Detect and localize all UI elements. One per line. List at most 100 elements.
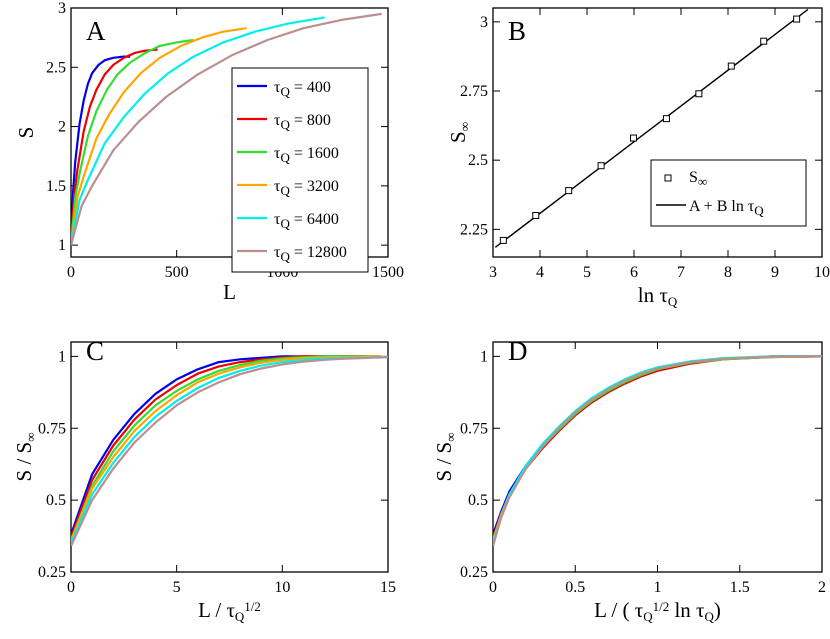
- legend-label-4-sub: Q: [280, 183, 290, 198]
- series-line-1: [71, 55, 131, 246]
- legend-label-6: τQ = 12800: [274, 244, 347, 264]
- series-group: [493, 355, 822, 547]
- x-tick-label: 5: [583, 264, 591, 281]
- legend-label-1-sub: Q: [280, 84, 290, 99]
- data-point: [499, 236, 507, 244]
- x-tick-label: 15: [380, 579, 396, 596]
- legend-label-6-n: τ: [274, 244, 281, 261]
- plot-frame: [70, 7, 389, 258]
- x-tick-label: 1500: [372, 264, 404, 281]
- x-axis-label-sup: 1/2: [244, 599, 261, 614]
- plot-frame: [492, 7, 823, 258]
- legend-label-6-sub: Q: [280, 249, 290, 264]
- series-line-6: [71, 356, 388, 547]
- panel-label: A: [86, 16, 106, 46]
- series-group: [71, 355, 388, 547]
- y-tick-label: 2.75: [460, 83, 488, 100]
- y-axis-label: S / S∞: [432, 433, 458, 482]
- legend: S∞ A + B ln τQ: [650, 159, 807, 227]
- series-line-5: [71, 355, 388, 544]
- series-line-4: [71, 355, 382, 541]
- legend-label-2-sub: Q: [280, 117, 290, 132]
- x-axis-label-n: L / ( τ: [594, 598, 643, 622]
- legend-label-1: τQ = 400: [274, 79, 331, 99]
- x-axis-label-sub: Q: [668, 294, 678, 309]
- data-point: [662, 115, 670, 123]
- series-line-6: [493, 355, 822, 547]
- y-axis-label-n: S: [14, 127, 38, 139]
- legend-label-3: τQ = 1600: [274, 145, 339, 165]
- x-axis-label-n: L / τ: [198, 598, 235, 622]
- legend-label-5-n: = 6400: [290, 211, 339, 228]
- x-tick-label: 3: [489, 264, 497, 281]
- plot-frame: [492, 341, 823, 573]
- x-tick-label: 0: [489, 579, 497, 596]
- series-line-4: [71, 27, 247, 246]
- y-axis-label-n: S / S: [12, 442, 36, 482]
- plot-frame: [70, 341, 389, 573]
- data-point: [630, 134, 638, 142]
- y-tick-label: 1: [58, 237, 66, 254]
- y-axis-label-n: S / S: [432, 442, 456, 482]
- legend-label-1-n: = 400: [290, 79, 331, 96]
- legend-label-6-n: = 12800: [290, 244, 347, 261]
- panel-C: 0 5 10 15 0.25 0.5 0.75 1 C L / τQ1/2 S / S∞: [12, 336, 396, 624]
- legend-label-2-n: = 800: [290, 112, 331, 129]
- x-axis-label-sub: Q: [235, 609, 245, 624]
- legend-label-points-sub: ∞: [698, 174, 707, 189]
- data-point: [695, 90, 703, 98]
- panel-label: B: [508, 16, 526, 46]
- x-tick-label: 0: [67, 579, 75, 596]
- legend-label-4: τQ = 3200: [274, 178, 339, 198]
- legend-label-2: τQ = 800: [274, 112, 331, 132]
- x-tick-label: 500: [165, 264, 189, 281]
- x-tick-label: 5: [173, 579, 181, 596]
- panel-D: 0 0.5 1 1.5 20.250.50.751 DL / ( τQ1/2 ln τQ)…: [432, 336, 826, 624]
- x-tick-label: 0.5: [565, 579, 585, 596]
- legend-label-5: τQ = 6400: [274, 211, 339, 231]
- x-tick-label: 10: [274, 579, 290, 596]
- y-tick-label: 0.5: [46, 492, 66, 509]
- x-axis-label-n: ln τ: [669, 598, 704, 622]
- x-axis-label-sub: Q: [643, 609, 653, 624]
- y-tick-label: 2: [58, 119, 66, 136]
- x-axis-label-n: L: [223, 280, 236, 304]
- x-axis-label: ln τQ: [638, 283, 678, 309]
- y-axis-label-n: S: [446, 131, 470, 143]
- y-tick-label: 1: [480, 348, 488, 365]
- legend-label-2-n: τ: [274, 112, 281, 129]
- series-group: [71, 12, 382, 246]
- y-axis-label-sub: ∞: [443, 433, 458, 442]
- legend-box: [231, 67, 369, 273]
- series-line-6: [71, 12, 382, 246]
- x-tick-label: 1.5: [730, 579, 750, 596]
- x-axis-label: L / ( τQ1/2 ln τQ): [594, 598, 721, 624]
- data-point: [760, 37, 768, 45]
- x-tick-label: 0: [67, 264, 75, 281]
- y-axis-label: S∞: [446, 122, 472, 143]
- y-axis-label: S / S∞: [12, 433, 38, 482]
- y-axis-label-sub: ∞: [457, 122, 472, 131]
- series-group: [494, 8, 809, 248]
- legend-box: [650, 159, 807, 227]
- legend-label-5-sub: Q: [280, 216, 290, 231]
- legend-label-fit-sub: Q: [754, 203, 764, 218]
- x-tick-label: 8: [724, 264, 732, 281]
- legend-label-4-n: = 3200: [290, 178, 339, 195]
- series-line-3: [71, 355, 378, 541]
- data-point: [532, 212, 540, 219]
- y-tick-label: 2.5: [46, 59, 66, 76]
- x-tick-label: 4: [536, 264, 544, 281]
- data-point: [597, 162, 605, 170]
- legend-label-4-n: τ: [274, 178, 281, 195]
- panel-label: D: [508, 336, 528, 366]
- y-tick-label: 1.5: [46, 178, 66, 195]
- x-axis-label-sup: 1/2: [653, 599, 670, 614]
- legend-label-1-n: τ: [274, 79, 281, 96]
- legend-label-5-n: τ: [274, 211, 281, 228]
- legend-label-points-n: S: [689, 169, 698, 186]
- panel-label: C: [86, 336, 104, 366]
- fit-line: [494, 8, 809, 248]
